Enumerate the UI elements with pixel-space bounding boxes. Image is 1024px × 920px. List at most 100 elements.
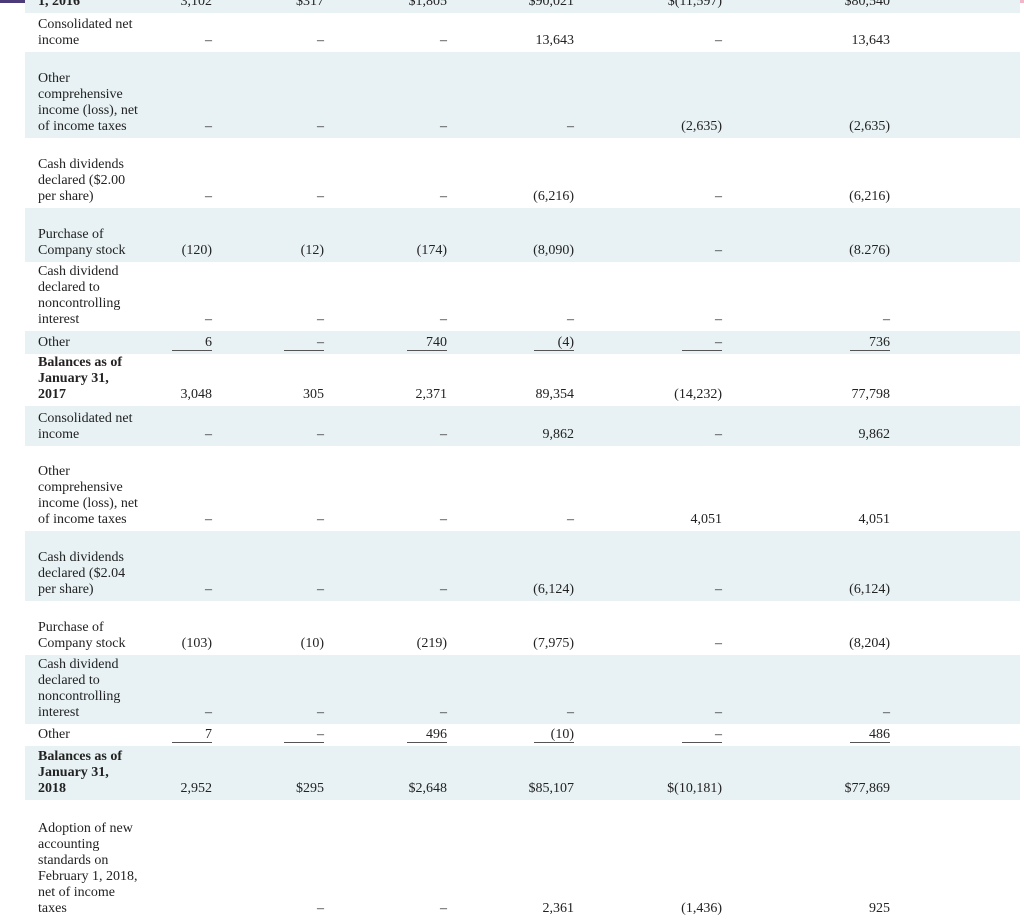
- cell-value: (10): [447, 724, 574, 746]
- table-row: Other comprehensive income (loss), net o…: [25, 52, 1020, 138]
- cell-value: –: [447, 52, 574, 138]
- table-row: Balances as of January 31, 2017 3,048 305 2…: [25, 354, 1020, 406]
- cell-value: (219): [416, 636, 447, 651]
- cell-value: [140, 800, 212, 920]
- spacer-cell: [890, 601, 1020, 655]
- cell-value: –: [715, 189, 722, 204]
- cell-value: –: [317, 189, 324, 204]
- cell-value: (6,124): [722, 531, 890, 601]
- table-row: Balances as of January 31, 2018 2,952 $295…: [25, 746, 1020, 800]
- cell-value: 740: [324, 331, 447, 354]
- cell-value: 6: [140, 331, 212, 354]
- cell-value: 9,862: [722, 406, 890, 446]
- cell-value: 77,798: [851, 387, 891, 402]
- row-label: Other comprehensive income (loss), net o…: [25, 52, 140, 138]
- spacer-cell: [890, 406, 1020, 446]
- cell-value: 13,643: [535, 33, 575, 48]
- row-label: Adoption of new accounting standards on …: [38, 821, 138, 916]
- spacer-cell: [890, 138, 1020, 208]
- cell-value: $90,021: [447, 0, 574, 13]
- cell-value: 2,361: [542, 901, 575, 916]
- cell-value: 305: [303, 387, 324, 402]
- cell-value: –: [205, 189, 212, 204]
- row-label: Cash dividend declared to noncontrolling…: [25, 655, 140, 724]
- cell-value: –: [567, 512, 574, 527]
- cell-value: –: [574, 406, 722, 446]
- cell-value: (1,436): [681, 901, 722, 916]
- spacer-cell: [890, 655, 1020, 724]
- cell-value: (14,232): [674, 387, 722, 402]
- cell-value: –: [317, 33, 324, 48]
- cell-value: –: [140, 406, 212, 446]
- table-row: Consolidated net income – – – 13,643 – 13,643: [25, 13, 1020, 52]
- cell-value: –: [715, 312, 722, 327]
- cell-value: 496: [324, 724, 447, 746]
- shareholders-equity-table: 1, 2016 3,102 $317 $1,805 $90,021 $(11,597) $8…: [25, 0, 1020, 920]
- cell-value: –: [212, 52, 324, 138]
- spacer-cell: [890, 354, 1020, 406]
- cell-value: $1,805: [324, 0, 447, 13]
- cell-value: 13,643: [851, 33, 891, 48]
- cell-value: –: [140, 655, 212, 724]
- spacer-cell: [890, 331, 1020, 354]
- cell-value: 3,048: [180, 387, 213, 402]
- underlined-value: 486: [850, 727, 890, 743]
- row-label: Other: [38, 727, 70, 742]
- underlined-value: 496: [407, 727, 447, 743]
- cell-value: (4): [447, 331, 574, 354]
- cell-value: 89,354: [535, 387, 575, 402]
- cell-value: –: [574, 724, 722, 746]
- underlined-value: 740: [407, 335, 447, 351]
- underlined-value: 7: [172, 727, 212, 743]
- row-label: Balances as of January 31, 2018: [25, 746, 140, 800]
- underlined-value: –: [284, 335, 324, 351]
- cell-value: –: [212, 724, 324, 746]
- cell-value: 4,051: [690, 512, 723, 527]
- cell-value: (120): [140, 208, 212, 262]
- row-label: Purchase of Company stock: [25, 208, 140, 262]
- cell-value: –: [212, 406, 324, 446]
- underlined-value: –: [682, 727, 722, 743]
- table-row: Other comprehensive income (loss), net o…: [25, 446, 1020, 531]
- cell-value: 7: [140, 724, 212, 746]
- cell-value: (2,635): [574, 52, 722, 138]
- table-row: Consolidated net income – – –9,862–9,862: [25, 406, 1020, 446]
- row-label: Purchase of Company stock: [38, 620, 126, 651]
- cell-value: –: [324, 655, 447, 724]
- table-row: Purchase of Company stock (103) (10) (219) (…: [25, 601, 1020, 655]
- cell-value: –: [324, 531, 447, 601]
- cell-value: –: [212, 531, 324, 601]
- spacer-cell: [890, 800, 1020, 920]
- cell-value: (2,635): [722, 52, 890, 138]
- row-label: Consolidated net income: [25, 406, 140, 446]
- cell-value: (6,124): [447, 531, 574, 601]
- table-row: Cash dividend declared to noncontrolling…: [25, 655, 1020, 724]
- cell-value: (8.276): [722, 208, 890, 262]
- cell-value: –: [574, 331, 722, 354]
- row-label: Other: [25, 331, 140, 354]
- cell-value: $(11,597): [574, 0, 722, 13]
- table-row: Cash dividend declared to noncontrolling…: [25, 262, 1020, 331]
- cell-value: –: [205, 312, 212, 327]
- underlined-value: 736: [850, 335, 890, 351]
- row-label: Cash dividend declared to noncontrolling…: [38, 264, 121, 327]
- cell-value: (8,090): [447, 208, 574, 262]
- cell-value: $85,107: [447, 746, 574, 800]
- cell-value: $295: [212, 746, 324, 800]
- cell-value: –: [574, 655, 722, 724]
- cell-value: 2,952: [140, 746, 212, 800]
- cell-value: –: [447, 655, 574, 724]
- cell-value: –: [205, 512, 212, 527]
- cell-value: 9,862: [447, 406, 574, 446]
- cell-value: –: [324, 406, 447, 446]
- cell-value: –: [317, 901, 324, 916]
- cell-value: (12): [212, 208, 324, 262]
- spacer-cell: [890, 262, 1020, 331]
- underlined-value: 6: [172, 335, 212, 351]
- table-row: Cash dividends declared ($2.00 per share…: [25, 138, 1020, 208]
- spacer-cell: [890, 208, 1020, 262]
- cell-value: –: [440, 189, 447, 204]
- cell-value: –: [440, 33, 447, 48]
- row-label: Consolidated net income: [38, 17, 133, 48]
- cell-value: –: [715, 33, 722, 48]
